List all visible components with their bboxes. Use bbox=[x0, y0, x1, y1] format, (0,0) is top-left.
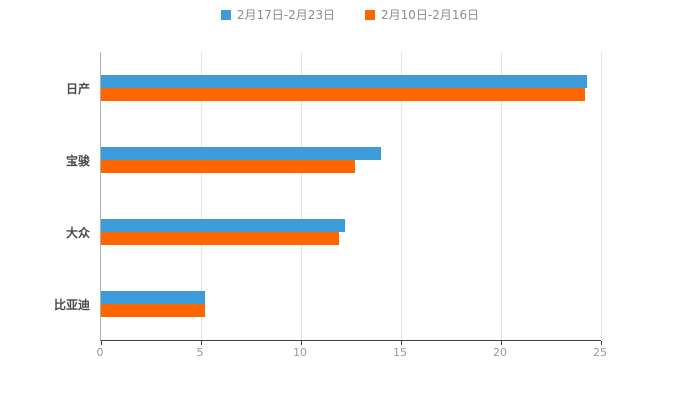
y-axis-label-大众: 大众 bbox=[65, 225, 90, 240]
bar-比亚迪-series-2 bbox=[101, 304, 205, 317]
x-axis-tick-label: 0 bbox=[96, 346, 104, 359]
bar-宝骏-series-1 bbox=[101, 147, 381, 160]
plot-area bbox=[100, 52, 602, 345]
y-axis-label-比亚迪: 比亚迪 bbox=[53, 297, 90, 312]
y-axis-labels: 日产宝骏大众比亚迪 bbox=[0, 52, 90, 340]
bar-日产-series-2 bbox=[101, 88, 585, 101]
bar-比亚迪-series-1 bbox=[101, 291, 205, 304]
legend: 2月17日-2月23日 2月10日-2月16日 bbox=[0, 6, 700, 23]
gridline bbox=[201, 52, 202, 340]
bar-大众-series-2 bbox=[101, 232, 339, 245]
legend-swatch bbox=[365, 9, 375, 20]
x-axis-labels: 0 5 10 15 20 25 bbox=[96, 346, 608, 362]
legend-item-series-2[interactable]: 2月10日-2月16日 bbox=[365, 6, 479, 23]
x-axis-tick bbox=[501, 341, 502, 345]
x-axis-tick bbox=[201, 341, 202, 345]
legend-label: 2月17日-2月23日 bbox=[236, 8, 335, 22]
gridline bbox=[601, 52, 602, 340]
bar-宝骏-series-2 bbox=[101, 160, 355, 173]
y-axis-label-宝骏: 宝骏 bbox=[65, 153, 90, 168]
bar-group-比亚迪 bbox=[101, 268, 601, 340]
legend-swatch bbox=[220, 9, 231, 20]
x-axis-tick bbox=[101, 341, 102, 345]
x-axis-tick-label: 5 bbox=[196, 346, 204, 359]
gridline bbox=[301, 52, 302, 340]
bar-大众-series-1 bbox=[101, 219, 345, 232]
bar-group-宝骏 bbox=[101, 124, 601, 196]
x-axis-tick-label: 25 bbox=[593, 346, 607, 359]
bar-group-大众 bbox=[101, 196, 601, 268]
x-axis-tick bbox=[601, 341, 602, 345]
x-axis-tick bbox=[301, 341, 302, 345]
legend-item-series-1[interactable]: 2月17日-2月23日 bbox=[220, 6, 335, 23]
x-axis-tick bbox=[401, 341, 402, 345]
y-axis-label-日产: 日产 bbox=[65, 81, 90, 96]
x-axis-tick-label: 15 bbox=[393, 346, 407, 359]
gridline bbox=[501, 52, 502, 340]
gridline bbox=[401, 52, 402, 340]
bar-日产-series-1 bbox=[101, 75, 587, 88]
bar-group-日产 bbox=[101, 52, 601, 124]
x-axis-tick-label: 20 bbox=[493, 346, 507, 359]
legend-label: 2月10日-2月16日 bbox=[381, 8, 480, 22]
x-axis-tick-label: 10 bbox=[293, 346, 307, 359]
